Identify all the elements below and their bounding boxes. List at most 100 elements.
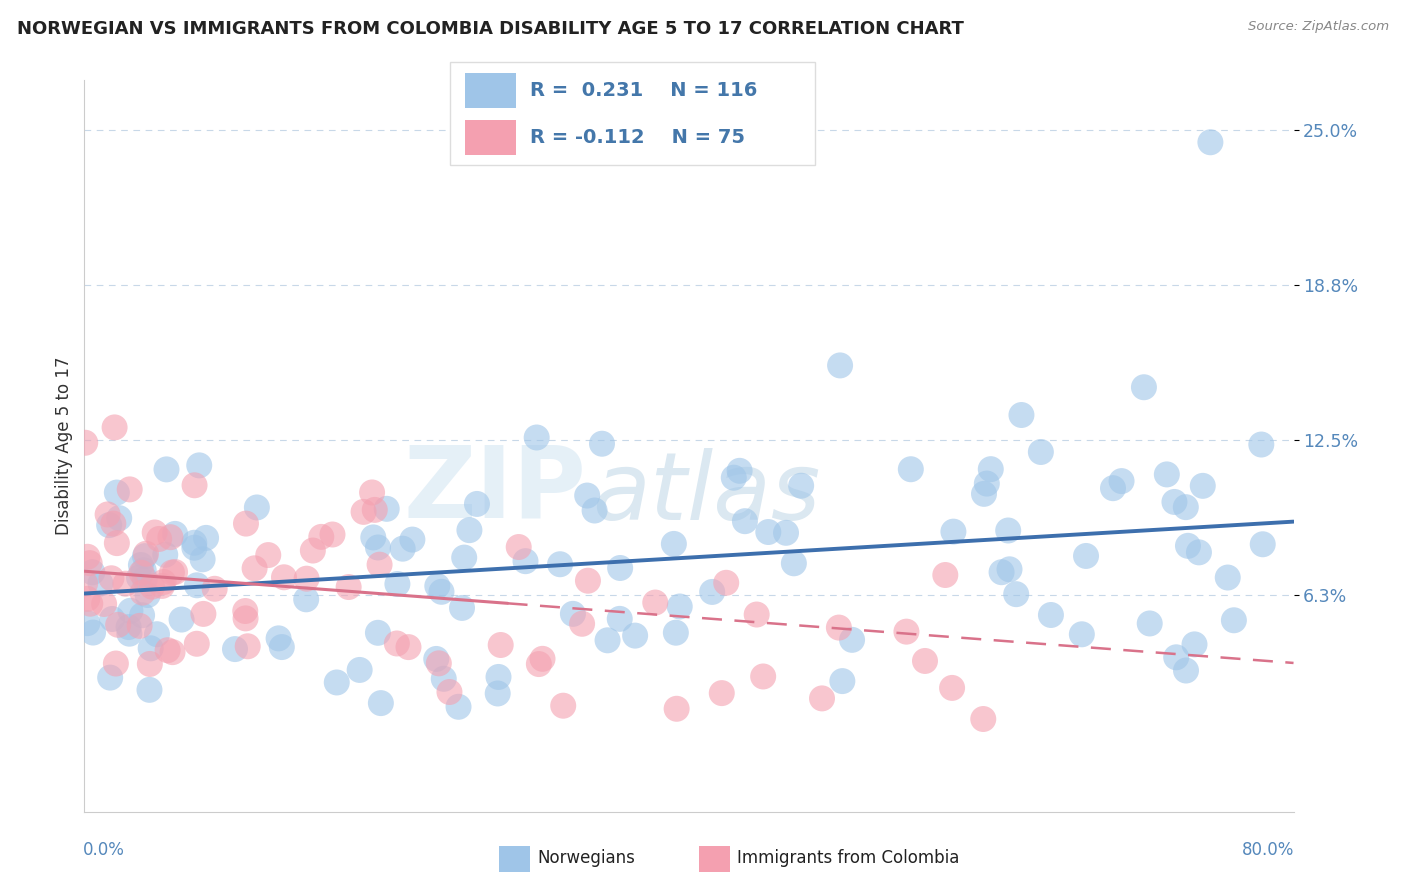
Point (295, 572, 318, 586)
Point (134, 572, 156, 586)
Point (398, 640, 420, 654)
Point (76, 616, 98, 631)
Point (576, 574, 599, 588)
Text: R = -0.112    N = 75: R = -0.112 N = 75 (530, 128, 745, 147)
Point (246, 500, 269, 515)
Point (728, 464, 751, 478)
Point (141, 580, 163, 594)
Point (1074, 549, 1097, 563)
Y-axis label: Disability Age 5 to 17: Disability Age 5 to 17 (55, 357, 73, 535)
Text: 80.0%: 80.0% (1243, 841, 1295, 859)
Point (105, 536, 128, 550)
Point (548, 558, 571, 572)
Point (1029, 445, 1052, 459)
Point (75, 576, 97, 591)
Point (1070, 627, 1092, 641)
Point (531, 652, 554, 666)
Point (515, 554, 537, 568)
Point (370, 696, 392, 710)
Point (831, 674, 853, 689)
Point (138, 682, 160, 697)
Point (486, 686, 509, 700)
Point (716, 575, 738, 590)
Point (162, 645, 184, 659)
Point (973, 487, 995, 501)
Point (458, 523, 481, 537)
Point (828, 621, 851, 635)
Point (745, 607, 768, 622)
Point (1039, 607, 1062, 622)
Point (100, 571, 122, 585)
Point (1199, 135, 1222, 149)
Point (1223, 613, 1246, 627)
Point (79, 597, 101, 611)
Point (1175, 664, 1198, 678)
Point (1365, 235, 1388, 249)
Point (1005, 587, 1028, 601)
Point (1163, 495, 1185, 509)
Point (972, 712, 994, 726)
Point (1177, 539, 1199, 553)
Point (1216, 570, 1239, 584)
Point (146, 627, 169, 641)
Point (152, 574, 174, 589)
Point (257, 548, 280, 562)
Point (353, 505, 375, 519)
Point (98, 518, 121, 533)
Point (76, 591, 98, 606)
Point (997, 524, 1019, 538)
Point (195, 531, 218, 545)
Point (131, 585, 153, 599)
Point (136, 588, 159, 602)
Point (624, 629, 647, 643)
Point (235, 611, 257, 625)
Point (82, 625, 104, 640)
Text: 0.0%: 0.0% (83, 841, 125, 859)
Point (644, 595, 666, 609)
Point (1250, 437, 1272, 451)
Point (326, 675, 349, 690)
Point (349, 663, 371, 677)
Point (148, 532, 170, 546)
Point (775, 525, 797, 540)
Point (361, 530, 384, 544)
Point (668, 599, 690, 614)
FancyBboxPatch shape (464, 73, 516, 108)
Point (896, 624, 918, 639)
Point (89, 576, 111, 591)
Point (609, 612, 631, 626)
Text: NORWEGIAN VS IMMIGRANTS FROM COLOMBIA DISABILITY AGE 5 TO 17 CORRELATION CHART: NORWEGIAN VS IMMIGRANTS FROM COLOMBIA DI… (17, 20, 963, 37)
Point (980, 462, 1002, 476)
Point (186, 578, 208, 592)
Point (183, 541, 205, 555)
Point (186, 637, 208, 651)
Point (114, 576, 136, 591)
Point (82, 566, 104, 580)
Point (571, 616, 593, 631)
Point (165, 527, 187, 541)
Point (702, 585, 724, 599)
Point (1191, 479, 1213, 493)
Point (368, 558, 391, 572)
Point (752, 669, 775, 683)
Point (367, 541, 389, 555)
Point (337, 580, 360, 594)
Point (756, 524, 779, 539)
Point (427, 657, 450, 671)
Point (914, 654, 936, 668)
Point (990, 565, 1012, 579)
Point (439, 685, 461, 699)
Point (453, 550, 475, 565)
Point (425, 652, 447, 666)
Point (155, 548, 177, 562)
Point (367, 625, 389, 640)
FancyBboxPatch shape (450, 62, 815, 165)
Point (489, 638, 512, 652)
Text: Norwegians: Norwegians (537, 849, 636, 867)
FancyBboxPatch shape (464, 120, 516, 155)
Point (1139, 616, 1161, 631)
Point (976, 476, 998, 491)
Point (783, 556, 806, 570)
Point (117, 620, 139, 634)
Text: ZIP: ZIP (404, 442, 586, 539)
